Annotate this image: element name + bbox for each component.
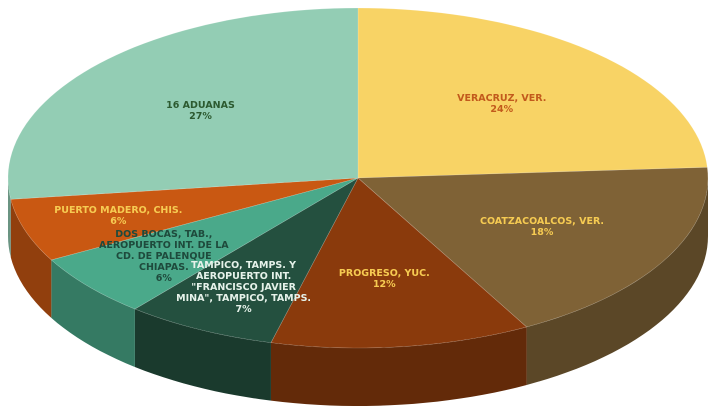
- slice: [134, 177, 359, 343]
- slice: [10, 177, 359, 261]
- label-box: COATZACOALCOS, VER. 18%: [472, 187, 612, 267]
- slice: [270, 177, 528, 349]
- slice: [7, 7, 359, 200]
- label-box: TAMPICO, TAMPS. Y AEROPUERTO INT. "FRANC…: [174, 247, 314, 327]
- category-label: PROGRESO, YUC.: [338, 268, 430, 280]
- value-label: 24%: [490, 103, 514, 115]
- slice-label: COATZACOALCOS, VER.18%: [472, 187, 612, 267]
- slice-side: [134, 308, 271, 401]
- slice-label: PUERTO MADERO, CHIS.6%: [48, 176, 188, 256]
- value-label: 7%: [235, 303, 252, 315]
- value-label: 18%: [530, 227, 554, 239]
- label-box: 16 ADUANAS 27%: [130, 71, 270, 151]
- label-box: PUERTO MADERO, CHIS. 6%: [48, 176, 188, 256]
- slice: [357, 167, 708, 328]
- slice: [50, 177, 359, 310]
- label-box: VERACRUZ, VER. 24%: [432, 64, 572, 144]
- slice-side: [10, 199, 52, 318]
- value-label: 6%: [110, 215, 127, 227]
- value-label: 27%: [189, 110, 212, 122]
- category-label: COATZACOALCOS, VER.: [479, 216, 605, 228]
- slice-label: PROGRESO, YUC.12%: [314, 239, 454, 319]
- value-label: 12%: [372, 279, 396, 291]
- label-box: PROGRESO, YUC. 12%: [314, 239, 454, 319]
- slice-label: VERACRUZ, VER.24%: [432, 64, 572, 144]
- slice: [357, 7, 708, 179]
- label-box: DOS BOCAS, TAB., AEROPUERTO INT. DE LA C…: [94, 216, 234, 296]
- slice-side: [51, 259, 135, 367]
- category-label: TAMPICO, TAMPS. Y AEROPUERTO INT. "FRANC…: [176, 259, 312, 304]
- category-label: PUERTO MADERO, CHIS.: [54, 204, 183, 216]
- slice-label: TAMPICO, TAMPS. Y AEROPUERTO INT. "FRANC…: [174, 247, 314, 327]
- slice-side: [270, 326, 527, 406]
- slice-label: DOS BOCAS, TAB., AEROPUERTO INT. DE LA C…: [94, 216, 234, 296]
- slice-side: [526, 178, 708, 385]
- slice-side: [8, 178, 11, 258]
- category-label: VERACRUZ, VER.: [457, 92, 547, 104]
- value-label: 6%: [155, 272, 172, 284]
- category-label: DOS BOCAS, TAB., AEROPUERTO INT. DE LA C…: [98, 228, 229, 273]
- category-label: 16 ADUANAS: [166, 99, 235, 111]
